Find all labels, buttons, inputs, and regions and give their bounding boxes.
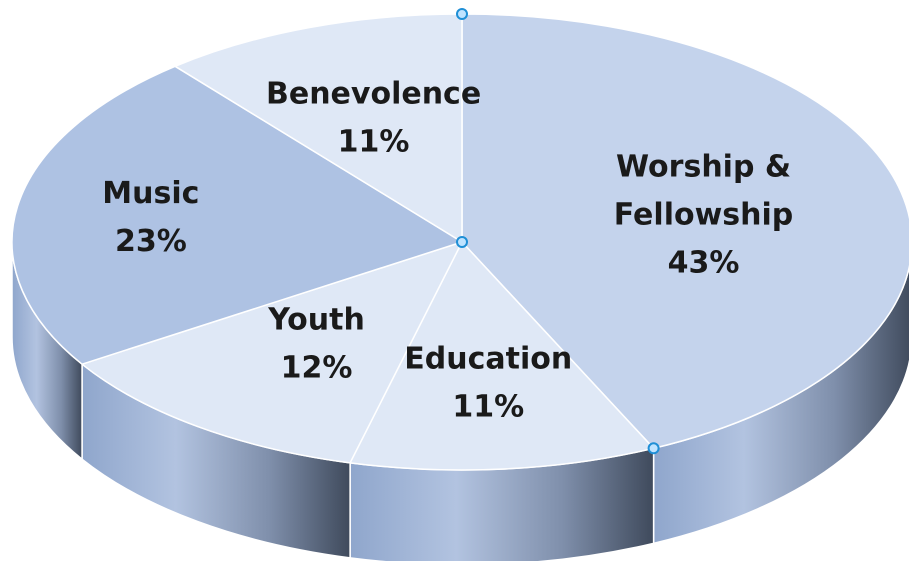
slice-category-label: Education [404, 342, 572, 377]
pie-slice-2 [81, 241, 463, 464]
slice-category-label: Music [102, 176, 199, 211]
pie-slice-1 [349, 241, 655, 471]
selection-handle [647, 442, 660, 455]
selection-handle [456, 8, 468, 20]
selection-handle [456, 236, 468, 248]
slice-category-label: Benevolence [266, 77, 481, 112]
pie-slice-3 [11, 65, 463, 365]
pie-top-faces [11, 13, 909, 471]
slice-percent-label: 11% [452, 390, 524, 425]
slice-percent-label: 12% [281, 350, 353, 385]
slice-percent-label: 11% [338, 125, 410, 160]
slice-percent-label: 43% [668, 246, 740, 281]
pie-side-walls [11, 241, 909, 561]
slice-category-label: Fellowship [614, 198, 794, 233]
slice-category-label: Worship & [616, 150, 791, 185]
slice-category-label: Youth [267, 302, 365, 337]
slice-percent-label: 23% [115, 224, 187, 259]
pie-slice-4 [174, 13, 463, 243]
pie-slice-labels: Worship & Fellowship 43% Education 11% Youth 1… [102, 77, 793, 425]
pie-slice-0 [461, 13, 909, 450]
selection-handles [456, 8, 660, 455]
